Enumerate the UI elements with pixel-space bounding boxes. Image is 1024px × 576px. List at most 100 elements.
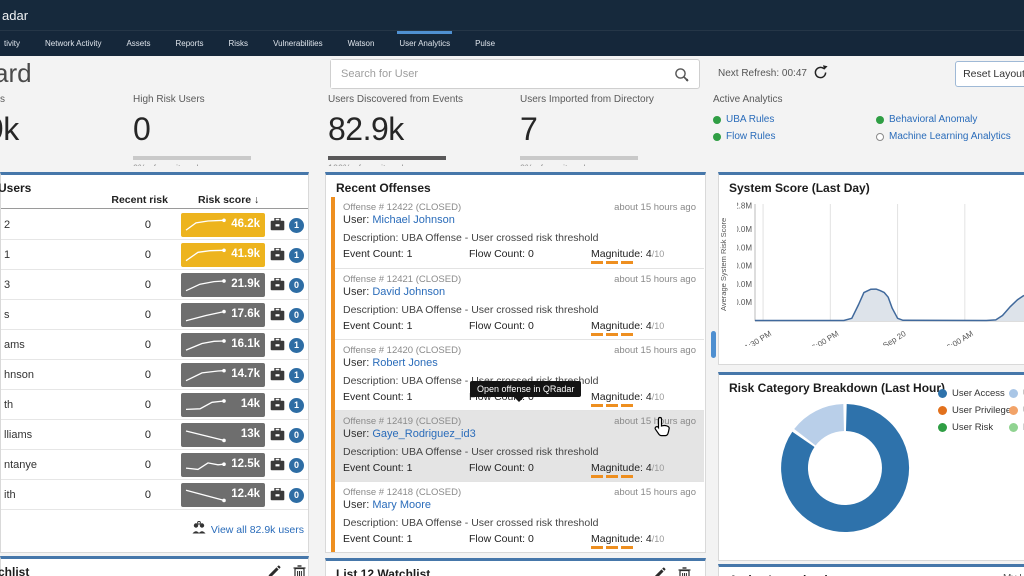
risk-score-badge[interactable]: 41.9k	[181, 243, 265, 267]
my-investigations-link[interactable]: My I	[1003, 573, 1022, 576]
user-row[interactable]: s 0 17.6k 0	[1, 300, 308, 330]
user-row[interactable]: th 0 14k 1	[1, 390, 308, 420]
user-name[interactable]: 3	[4, 279, 11, 291]
user-name[interactable]: 1	[4, 249, 11, 261]
legend-dot	[1009, 406, 1018, 415]
offense-user-link[interactable]: Mary Moore	[372, 499, 432, 511]
user-name[interactable]: ntanye	[4, 459, 38, 471]
offense-card[interactable]: Offense # 12418 (CLOSED) about 15 hours a…	[335, 481, 704, 552]
risk-score-badge[interactable]: 21.9k	[181, 273, 265, 297]
user-row[interactable]: hnson 0 14.7k 1	[1, 360, 308, 390]
risk-score-badge[interactable]: 13k	[181, 423, 265, 447]
user-search-box[interactable]	[330, 59, 700, 89]
edit-icon[interactable]	[652, 567, 666, 576]
scrollbar-thumb[interactable]	[711, 331, 716, 358]
user-row[interactable]: ams 0 16.1k 1	[1, 330, 308, 360]
tab-network-activity[interactable]: Network Activity	[45, 39, 102, 48]
delete-icon[interactable]	[293, 565, 306, 576]
risk-sparkline	[184, 366, 230, 389]
tab-tivity[interactable]: tivity	[4, 39, 20, 48]
user-name[interactable]: ith	[4, 489, 16, 501]
refresh-icon[interactable]	[812, 64, 829, 86]
investigation-count-badge[interactable]: 0	[289, 458, 304, 473]
edit-icon[interactable]	[267, 565, 281, 576]
view-all-users-link[interactable]: View all 82.9k users	[210, 524, 304, 536]
tab-risks[interactable]: Risks	[228, 39, 249, 48]
investigation-case-icon[interactable]	[270, 367, 285, 386]
donut-slice-u[interactable]	[794, 404, 844, 446]
col-risk-score[interactable]: Risk score ↓	[198, 194, 260, 206]
risk-score-badge[interactable]: 12.5k	[181, 453, 265, 477]
investigation-count-badge[interactable]: 0	[289, 308, 304, 323]
investigation-case-icon[interactable]	[270, 247, 285, 266]
investigation-case-icon[interactable]	[270, 457, 285, 476]
delete-icon[interactable]	[678, 567, 691, 576]
analytics-item-flow-rules[interactable]: Flow Rules	[713, 131, 775, 142]
investigation-case-icon[interactable]	[270, 337, 285, 356]
investigation-count-badge[interactable]: 1	[289, 338, 304, 353]
investigation-count-badge[interactable]: 1	[289, 248, 304, 263]
donut-slice-user-access[interactable]	[781, 404, 910, 532]
risk-score-badge[interactable]: 14k	[181, 393, 265, 417]
risk-score-value: 21.9k	[231, 278, 260, 290]
user-name[interactable]: ams	[4, 339, 25, 351]
investigation-case-icon[interactable]	[270, 397, 285, 416]
col-recent-risk[interactable]: Recent risk	[111, 194, 168, 206]
investigation-case-icon[interactable]	[270, 427, 285, 446]
user-name[interactable]: 2	[4, 219, 11, 231]
risk-score-badge[interactable]: 17.6k	[181, 303, 265, 327]
search-input[interactable]	[331, 60, 671, 88]
user-row[interactable]: ntanye 0 12.5k 0	[1, 450, 308, 480]
user-name[interactable]: s	[4, 309, 10, 321]
investigation-case-icon[interactable]	[270, 487, 285, 506]
investigation-count-badge[interactable]: 1	[289, 368, 304, 383]
status-dot	[876, 132, 884, 141]
magnitude-denominator: /10	[651, 249, 665, 259]
investigation-case-icon[interactable]	[270, 277, 285, 296]
investigation-count-badge[interactable]: 0	[289, 428, 304, 443]
risk-score-badge[interactable]: 12.4k	[181, 483, 265, 507]
offense-user-link[interactable]: David Johnson	[372, 286, 446, 298]
user-name[interactable]: th	[4, 399, 14, 411]
user-name[interactable]: hnson	[4, 369, 34, 381]
tab-assets[interactable]: Assets	[126, 39, 151, 48]
offense-user-link[interactable]: Gaye_Rodriguez_id3	[372, 428, 476, 440]
risk-score-badge[interactable]: 14.7k	[181, 363, 265, 387]
tab-user-analytics[interactable]: User Analytics	[397, 30, 452, 57]
reset-layout-button[interactable]: Reset Layout	[955, 61, 1024, 87]
stat-s: s 9k	[0, 92, 58, 166]
tab-watson[interactable]: Watson	[347, 39, 375, 48]
user-row[interactable]: ith 0 12.4k 0	[1, 480, 308, 510]
offense-description: Description: UBA Offense - User crossed …	[343, 304, 599, 316]
analytics-item-machine-learning-analytics[interactable]: Machine Learning Analytics	[876, 131, 1011, 142]
investigation-count-badge[interactable]: 1	[289, 218, 304, 233]
stat-value: 82.9k	[328, 111, 404, 147]
investigation-case-icon[interactable]	[270, 217, 285, 236]
investigation-count-badge[interactable]: 1	[289, 398, 304, 413]
magnitude-meter	[591, 475, 633, 478]
offense-card[interactable]: Offense # 12421 (CLOSED) about 15 hours a…	[335, 268, 704, 339]
risk-score-badge[interactable]: 46.2k	[181, 213, 265, 237]
offense-card[interactable]: Offense # 12422 (CLOSED) about 15 hours a…	[335, 197, 704, 268]
investigation-case-icon[interactable]	[270, 307, 285, 326]
offense-user-link[interactable]: Michael Johnson	[372, 214, 455, 226]
user-row[interactable]: 1 0 41.9k 1	[1, 240, 308, 270]
offense-user-link[interactable]: Robert Jones	[372, 357, 438, 369]
investigation-count-badge[interactable]: 0	[289, 488, 304, 503]
investigation-count-badge[interactable]: 0	[289, 278, 304, 293]
magnitude: Magnitude: 4/10	[591, 320, 665, 332]
tab-vulnerabilities[interactable]: Vulnerabilities	[273, 39, 323, 48]
user-name[interactable]: lliams	[4, 429, 33, 441]
tab-pulse[interactable]: Pulse	[475, 39, 496, 48]
analytics-item-behavioral-anomaly[interactable]: Behavioral Anomaly	[876, 114, 1011, 125]
user-row[interactable]: lliams 0 13k 0	[1, 420, 308, 450]
risk-score-badge[interactable]: 16.1k	[181, 333, 265, 357]
search-icon[interactable]	[674, 67, 690, 88]
user-row[interactable]: 3 0 21.9k 0	[1, 270, 308, 300]
event-count: Event Count: 1	[343, 533, 413, 545]
tab-reports[interactable]: Reports	[175, 39, 204, 48]
offense-card[interactable]: Offense # 12419 (CLOSED) about 15 hours a…	[335, 410, 704, 481]
svg-text:Sep 20: Sep 20	[881, 329, 908, 346]
analytics-item-uba-rules[interactable]: UBA Rules	[713, 114, 775, 125]
user-row[interactable]: 2 0 46.2k 1	[1, 210, 308, 240]
